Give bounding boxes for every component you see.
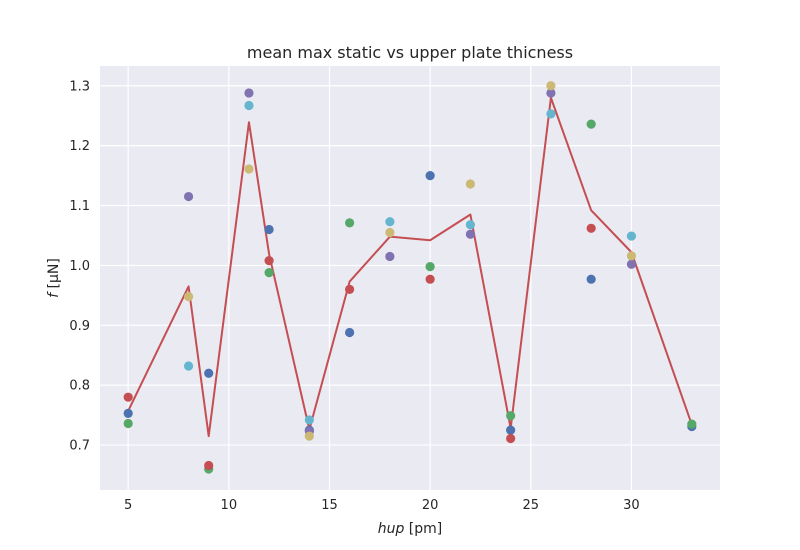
data-point (385, 251, 395, 262)
data-point (546, 88, 556, 98)
data-point (586, 119, 596, 129)
data-point (506, 433, 516, 444)
y-tick-label: 0.7 (69, 439, 90, 454)
data-point (183, 291, 194, 302)
data-point (345, 284, 355, 294)
data-point (626, 259, 637, 269)
data-point (304, 431, 314, 441)
scatter-points (123, 81, 697, 474)
data-point (626, 251, 637, 261)
x-tick-label: 15 (321, 498, 338, 513)
data-point (345, 327, 355, 338)
data-point (546, 81, 556, 91)
data-point (546, 109, 556, 119)
data-point (345, 218, 355, 228)
x-axis-ticks: 5 10 15 20 25 30 (124, 498, 640, 513)
data-point (204, 460, 214, 471)
y-tick-label: 1.2 (69, 139, 90, 154)
data-point (264, 224, 274, 235)
x-axis-label: hup [pm] (378, 521, 443, 537)
x-axis-label-var: hup (378, 521, 405, 537)
data-point (506, 425, 516, 435)
plot-area (100, 66, 720, 490)
data-point (244, 88, 254, 98)
data-point (687, 419, 697, 429)
x-tick-label: 25 (523, 498, 540, 513)
x-tick-label: 30 (623, 498, 640, 513)
y-axis-label-unit: [μN] (46, 258, 62, 293)
y-tick-label: 1.1 (69, 199, 90, 214)
y-tick-label: 0.9 (69, 319, 90, 334)
data-point (425, 262, 435, 272)
data-point (244, 164, 254, 174)
y-axis-ticks: 0.7 0.8 0.9 1.0 1.1 1.2 1.3 (69, 79, 90, 453)
data-point (465, 229, 475, 239)
data-point (123, 392, 133, 402)
grid (100, 66, 720, 490)
data-point (385, 227, 395, 238)
y-tick-label: 1.3 (69, 79, 90, 94)
x-tick-label: 20 (422, 498, 439, 513)
data-point (506, 411, 516, 421)
data-point (183, 361, 194, 371)
y-axis-label-var: f (46, 291, 62, 298)
data-point (123, 418, 133, 429)
x-axis-label-unit: [pm] (404, 521, 442, 537)
data-point (465, 220, 475, 230)
data-point (626, 231, 637, 241)
data-point (586, 223, 596, 233)
data-point (425, 170, 435, 181)
data-point (183, 191, 194, 202)
chart-title: mean max static vs upper plate thicness (247, 43, 573, 62)
y-tick-label: 1.0 (69, 259, 90, 274)
data-point (425, 274, 435, 284)
data-point (244, 100, 254, 111)
data-point (204, 368, 214, 378)
data-point (304, 415, 314, 425)
data-point (586, 274, 596, 284)
x-tick-label: 10 (221, 498, 238, 513)
y-tick-label: 0.8 (69, 379, 90, 394)
data-point (385, 217, 395, 227)
x-tick-label: 5 (124, 498, 132, 513)
data-point (123, 408, 133, 418)
y-axis-label: f [μN] (46, 258, 62, 298)
data-point (264, 268, 274, 278)
data-point (264, 256, 274, 266)
data-point (465, 179, 475, 189)
